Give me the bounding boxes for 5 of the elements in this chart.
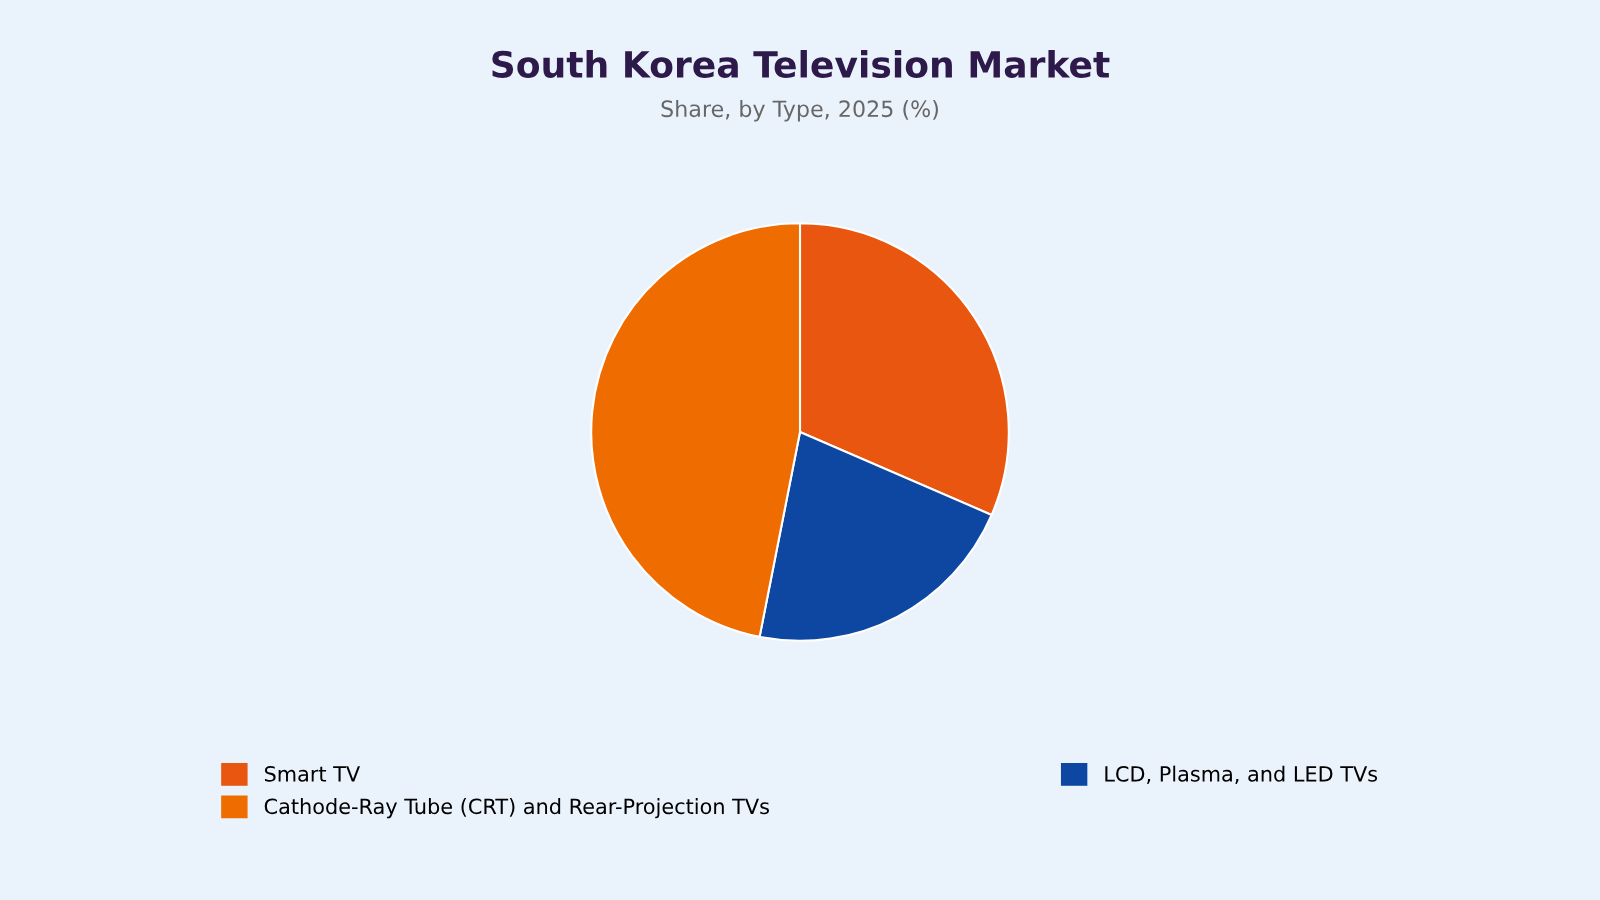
legend-label: Cathode-Ray Tube (CRT) and Rear-Projection TVs (264, 798, 769, 819)
chart-title: South Korea Television Market (492, 50, 1110, 78)
chart-subtitle: Share, by Type, 2025 (%) (661, 99, 938, 122)
legend-label: LCD, Plasma, and LED TVs (1105, 765, 1378, 784)
legend-label: Smart TV (264, 766, 360, 782)
